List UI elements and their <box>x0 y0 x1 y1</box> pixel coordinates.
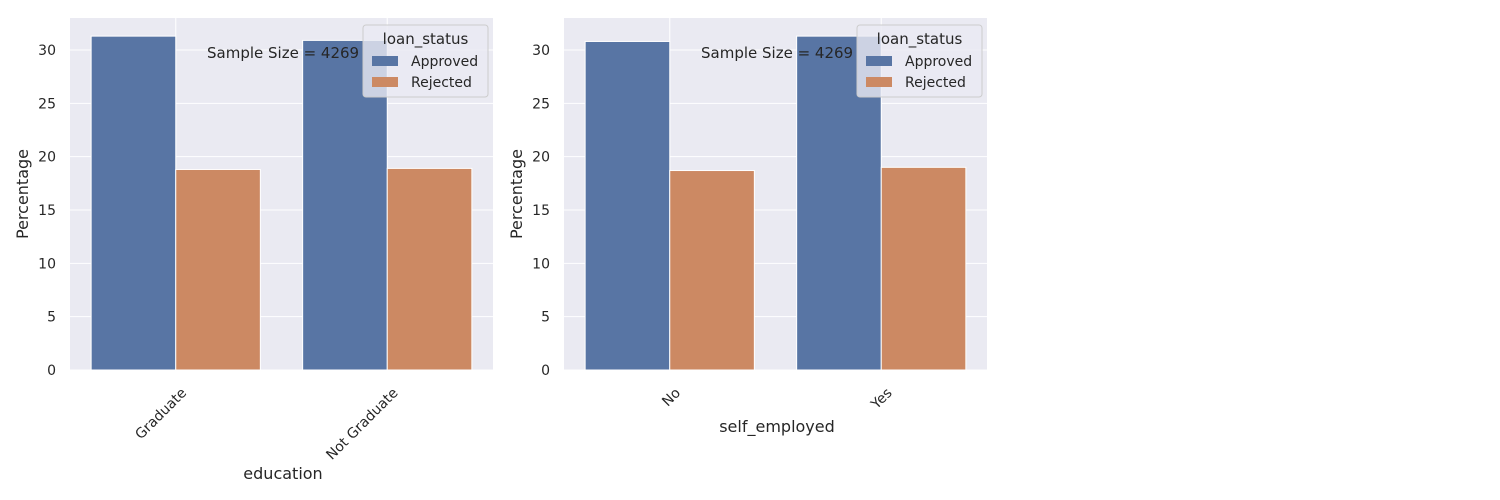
x-tick-label: Not Graduate <box>323 385 401 463</box>
bar-rejected-no <box>669 170 755 371</box>
y-tick-label: 0 <box>47 363 56 379</box>
y-tick-label: 5 <box>47 310 56 326</box>
y-axis-label: Percentage <box>13 149 32 239</box>
legend-swatch-rejected <box>372 77 398 87</box>
legend-swatch-approved <box>372 56 398 66</box>
x-axis-label: education <box>243 464 322 483</box>
legend-label-approved: Approved <box>411 54 478 70</box>
y-tick-label: 10 <box>38 256 56 272</box>
bar-approved-no <box>584 40 671 371</box>
y-tick-label: 25 <box>532 96 550 112</box>
y-tick-label: 30 <box>38 43 56 59</box>
x-tick-label: Graduate <box>132 385 190 443</box>
y-axis-label: Percentage <box>507 149 526 239</box>
legend-swatch-rejected <box>866 77 892 87</box>
legend-title: loan_status <box>877 30 963 49</box>
chart-panel-1: 0 5 10 15 20 25 30 Graduate Not Graduateeducatio… <box>13 18 493 483</box>
y-tick-label: 10 <box>532 256 550 272</box>
y-tick-label: 20 <box>532 150 550 166</box>
y-tick-label: 15 <box>532 203 550 219</box>
chart-panel-2: 0 5 10 15 20 25 30 No Yes self_employed Percentage… <box>507 18 987 437</box>
legend: loan_status Approved Rejected <box>856 24 983 98</box>
sample-size-annotation: Sample Size = 4269 <box>207 44 359 62</box>
y-tick-label: 5 <box>541 310 550 326</box>
bar-rejected-not-graduate <box>386 167 473 371</box>
y-tick-label: 0 <box>541 363 550 379</box>
bar-approved-graduate <box>90 35 177 371</box>
x-tick-label: Yes <box>868 385 896 413</box>
legend-title: loan_status <box>383 30 469 49</box>
y-tick-label: 20 <box>38 150 56 166</box>
y-tick-label: 30 <box>532 43 550 59</box>
bar-rejected-yes <box>880 166 967 371</box>
y-tick-label: 25 <box>38 96 56 112</box>
legend-label-rejected: Rejected <box>411 75 472 91</box>
legend-label-rejected: Rejected <box>905 75 966 91</box>
legend-swatch-approved <box>866 56 892 66</box>
legend-label-approved: Approved <box>905 54 972 70</box>
bar-rejected-graduate <box>175 168 261 371</box>
legend: loan_status Approved Rejected <box>362 24 489 98</box>
y-tick-label: 15 <box>38 203 56 219</box>
sample-size-annotation: Sample Size = 4269 <box>701 44 853 62</box>
x-axis-label: self_employed <box>719 417 835 437</box>
x-tick-label: No <box>659 385 684 410</box>
